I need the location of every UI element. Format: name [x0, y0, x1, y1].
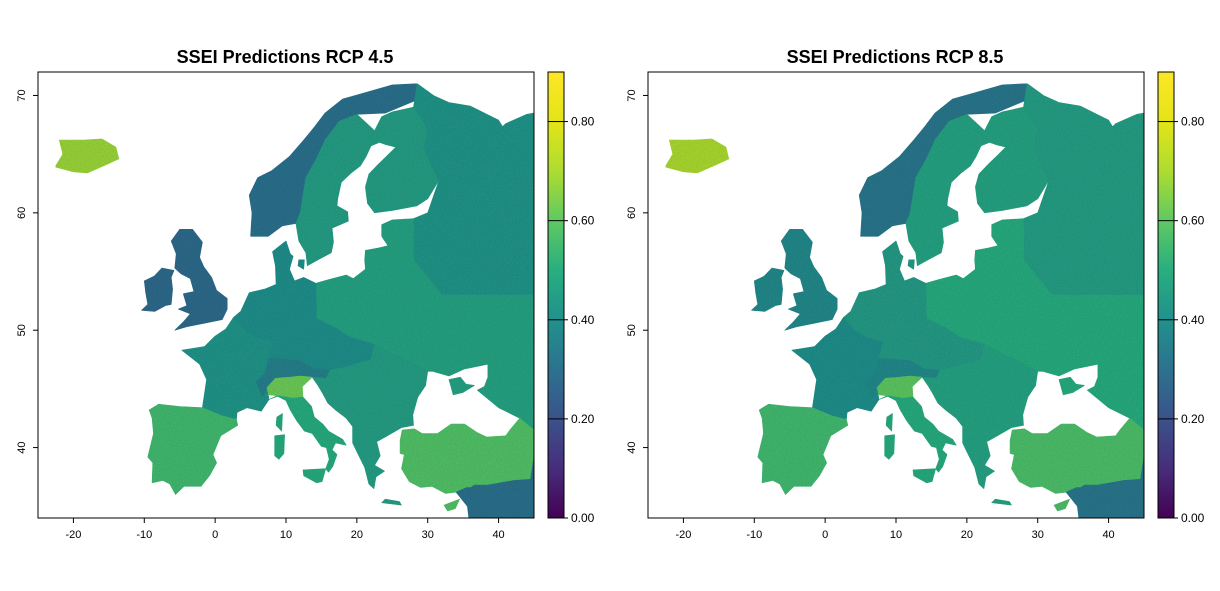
region-cell [295, 106, 440, 266]
x-tick-label: -10 [136, 529, 152, 541]
land-layer [55, 83, 534, 518]
chart-title: SSEI Predictions RCP 4.5 [177, 47, 394, 67]
x-tick-label: 30 [1032, 529, 1044, 541]
colorbar: 0.00 0.20 0.40 0.60 0.80 [547, 71, 595, 525]
colorbar-tick-label: 0.40 [571, 313, 595, 327]
x-tick-label: 40 [492, 529, 504, 541]
region-cell [455, 456, 534, 518]
land-layer [665, 83, 1144, 518]
region-cell [751, 229, 838, 331]
x-tick-label: 30 [422, 529, 434, 541]
region-cell [141, 229, 228, 331]
x-tick-label: 0 [212, 529, 218, 541]
region-cell [921, 344, 1038, 506]
colorbar-tick-label: 0.40 [1181, 313, 1205, 327]
region-cell [413, 83, 534, 296]
region-cell [266, 375, 313, 399]
x-tick-label: 20 [351, 529, 363, 541]
region-cell [55, 138, 120, 174]
colorbar-tick-label: 0.20 [571, 412, 595, 426]
region-cell [1023, 83, 1144, 296]
x-tick-label: 40 [1102, 529, 1114, 541]
colorbar-tick-label: 0.00 [1181, 511, 1205, 525]
map-panel-2: SSEI Predictions RCP 8.5 -20 -10 0 10 20 30 40 4… [626, 47, 1205, 541]
region-cell [1065, 456, 1144, 518]
region-cell [268, 395, 347, 484]
colorbar-tick-label: 0.00 [571, 511, 595, 525]
region-cell [665, 138, 730, 174]
colorbar-tick-label: 0.20 [1181, 412, 1205, 426]
colorbar-tick-label: 0.60 [1181, 214, 1205, 228]
colorbar-tick-label: 0.80 [1181, 115, 1205, 129]
y-tick-label: 40 [16, 441, 28, 453]
x-tick-label: 10 [890, 529, 902, 541]
x-tick-label: 0 [822, 529, 828, 541]
region-cell [876, 375, 923, 399]
y-tick-label: 50 [626, 324, 638, 336]
region-cell [311, 344, 428, 506]
x-tick-label: -10 [746, 529, 762, 541]
colorbar-tick-label: 0.60 [571, 214, 595, 228]
y-tick-label: 40 [626, 441, 638, 453]
x-tick-label: -20 [65, 529, 81, 541]
map-panel-1: SSEI Predictions RCP 4.5 -20 -10 0 10 20 30 40 4… [16, 47, 595, 541]
x-tick-label: -20 [675, 529, 691, 541]
chart-title: SSEI Predictions RCP 8.5 [787, 47, 1004, 67]
region-cell [147, 403, 239, 495]
y-tick-label: 50 [16, 324, 28, 336]
colorbar-tick-label: 0.80 [571, 115, 595, 129]
y-tick-label: 70 [16, 89, 28, 101]
y-tick-label: 60 [626, 207, 638, 219]
colorbar-gradient [547, 71, 565, 519]
x-tick-label: 10 [280, 529, 292, 541]
colorbar-gradient [1157, 71, 1175, 519]
colorbar: 0.00 0.20 0.40 0.60 0.80 [1157, 71, 1205, 525]
x-tick-label: 20 [961, 529, 973, 541]
region-cell [905, 106, 1050, 266]
y-tick-label: 70 [626, 89, 638, 101]
region-cell [878, 395, 957, 484]
y-tick-label: 60 [16, 207, 28, 219]
region-cell [757, 403, 849, 495]
